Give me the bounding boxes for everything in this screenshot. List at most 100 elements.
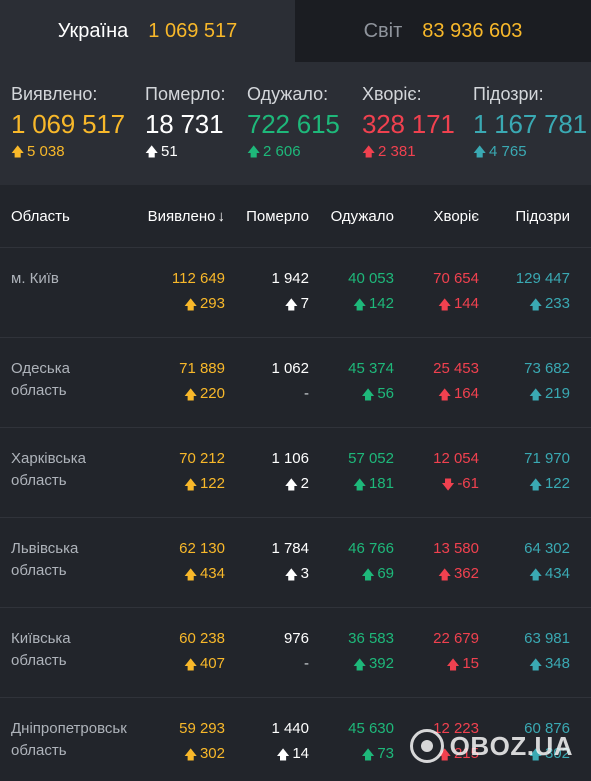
recovered-delta: 🡅 73: [361, 742, 394, 766]
arrow-up-icon: 🡅: [183, 566, 198, 582]
detected-value: 59 293: [179, 720, 225, 737]
stat-delta-value: 2 381: [378, 143, 416, 160]
stat-delta-value: 51: [161, 143, 178, 160]
delta-empty: -: [304, 655, 309, 672]
cell-recovered: 46 766 🡅 69: [309, 538, 394, 607]
region-name: Харківська область: [11, 450, 86, 489]
header-suspect[interactable]: Підозри: [515, 207, 570, 225]
delta-value: 14: [292, 745, 309, 762]
cell-detected: 112 649 🡅 293: [130, 268, 225, 337]
table-row[interactable]: Київська область 60 238 🡅 407 976-36 583 🡅 392…: [0, 608, 591, 698]
cell-recovered: 40 053 🡅 142: [309, 268, 394, 337]
died-value: 976: [283, 630, 309, 647]
arrow-up-icon: 🡅: [284, 296, 299, 312]
cell-suspect: 73 682 🡅 219: [479, 358, 570, 427]
tab-world[interactable]: Світ 83 936 603: [295, 0, 591, 62]
delta-value: 407: [199, 655, 225, 672]
cell-detected: 71 889 🡅 220: [130, 358, 225, 427]
arrow-up-icon: 🡅: [528, 476, 543, 492]
delta-value: 434: [544, 565, 570, 582]
stat-label: Хворіє:: [362, 84, 422, 104]
stat-value: 1 069 517: [11, 109, 125, 139]
cell-recovered: 57 052 🡅 181: [309, 448, 394, 517]
suspect-delta: 🡅 434: [529, 562, 570, 586]
delta-value: 362: [453, 565, 479, 582]
cell-sick: 70 654 🡅 144: [394, 268, 479, 337]
detected-value: 62 130: [179, 540, 225, 557]
table-row[interactable]: Львівська область 62 130 🡅 434 1 784 🡅 3 46 766…: [0, 518, 591, 608]
cell-suspect: 63 981 🡅 348: [479, 628, 570, 697]
delta-value: 2: [300, 475, 309, 492]
cell-died: 1 942 🡅 7: [225, 268, 309, 337]
delta-value: 302: [544, 745, 570, 762]
detected-delta: 🡅 220: [184, 382, 225, 406]
table-row[interactable]: Харківська область 70 212 🡅 122 1 106 🡅 2 57 05…: [0, 428, 591, 518]
sick-delta: 🡇 -61: [441, 472, 479, 496]
table-row[interactable]: Одеська область 71 889 🡅 220 1 062-45 374 🡅 56…: [0, 338, 591, 428]
arrow-up-icon: 🡅: [361, 386, 375, 402]
recovered-delta: 🡅 181: [353, 472, 394, 496]
cell-suspect: 71 970 🡅 122: [479, 448, 570, 517]
cell-recovered: 45 630 🡅 73: [309, 718, 394, 781]
header-died[interactable]: Померло: [246, 207, 309, 225]
delta-value: 7: [300, 295, 309, 312]
stat-died: Померло: 18 731 🡅 51: [145, 84, 247, 185]
tab-value: 1 069 517: [148, 19, 238, 42]
table-row[interactable]: Дніпропетровськ область 59 293 🡅 302 1 440 🡅 1…: [0, 698, 591, 781]
died-delta: -: [304, 382, 309, 406]
sick-value: 12 223: [433, 720, 479, 737]
died-delta: 🡅 14: [276, 742, 309, 766]
header-recovered[interactable]: Одужало: [330, 207, 394, 225]
cell-detected: 62 130 🡅 434: [130, 538, 225, 607]
arrow-up-icon: 🡅: [276, 746, 290, 762]
delta-value: 302: [199, 745, 225, 762]
arrow-up-icon: 🡅: [247, 144, 261, 159]
region-name: м. Київ: [11, 270, 59, 287]
detected-delta: 🡅 434: [184, 562, 225, 586]
table-row[interactable]: м. Київ 112 649 🡅 293 1 942 🡅 7 40 053 🡅 142 70 65…: [0, 248, 591, 338]
arrow-up-icon: 🡅: [11, 144, 25, 159]
arrow-up-icon: 🡅: [361, 566, 375, 582]
sick-value: 12 054: [433, 450, 479, 467]
arrow-up-icon: 🡅: [528, 296, 543, 312]
died-value: 1 942: [271, 270, 309, 287]
arrow-down-icon: ↓: [217, 207, 226, 225]
stat-value: 722 615: [247, 109, 340, 139]
stat-value: 18 731: [145, 109, 224, 139]
delta-value: 122: [199, 475, 225, 492]
suspect-value: 63 981: [524, 630, 570, 647]
header-sick[interactable]: Хворіє: [433, 207, 479, 225]
recovered-value: 45 374: [348, 360, 394, 377]
delta-value: 164: [453, 385, 479, 402]
stat-delta: 🡅 2 606: [247, 143, 362, 160]
arrow-up-icon: 🡅: [352, 476, 367, 492]
delta-value: 181: [368, 475, 394, 492]
arrow-up-icon: 🡅: [183, 386, 198, 402]
arrow-up-icon: 🡅: [528, 746, 543, 762]
arrow-up-icon: 🡅: [352, 656, 367, 672]
watermark-text: OBOZ.UA: [449, 730, 573, 761]
delta-value: 15: [462, 655, 479, 672]
cell-sick: 22 679 🡅 15: [394, 628, 479, 697]
header-region[interactable]: Область: [11, 207, 70, 225]
cell-detected: 70 212 🡅 122: [130, 448, 225, 517]
died-delta: -: [304, 652, 309, 676]
cell-suspect: 64 302 🡅 434: [479, 538, 570, 607]
died-value: 1 784: [271, 540, 309, 557]
cell-detected: 59 293 🡅 302: [130, 718, 225, 781]
arrow-up-icon: 🡅: [183, 296, 198, 312]
delta-value: 293: [199, 295, 225, 312]
stat-detected: Виявлено: 1 069 517 🡅 5 038: [11, 84, 145, 185]
sick-delta: 🡅 164: [438, 382, 479, 406]
arrow-up-icon: 🡅: [284, 476, 299, 492]
header-detected[interactable]: Виявлено ↓: [130, 208, 225, 225]
stat-delta: 🡅 51: [145, 143, 247, 160]
cell-sick: 12 223 🡅 215: [394, 718, 479, 781]
recovered-delta: 🡅 142: [353, 292, 394, 316]
detected-delta: 🡅 293: [184, 292, 225, 316]
delta-value: 215: [453, 745, 479, 762]
region-tabs: Україна 1 069 517 Світ 83 936 603: [0, 0, 591, 62]
tab-ukraine[interactable]: Україна 1 069 517: [0, 0, 295, 62]
suspect-delta: 🡅 348: [529, 652, 570, 676]
tab-label: Світ: [363, 19, 403, 42]
